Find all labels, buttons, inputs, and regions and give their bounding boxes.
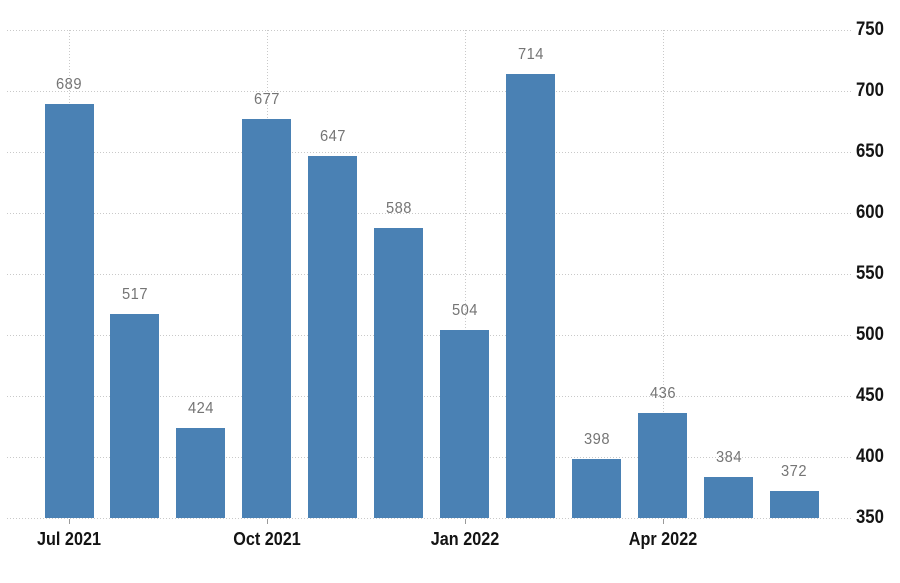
y-axis-tick-label: 650 [856,141,884,162]
h-gridline [7,456,851,458]
x-axis-tick-label: Jan 2022 [430,529,500,549]
x-axis-tick-label: Apr 2022 [628,529,698,549]
y-axis-tick-label: 500 [856,324,884,345]
y-axis-tick-label: 350 [856,507,884,528]
x-axis-tick-label: Jul 2021 [37,529,101,549]
bar[interactable] [572,459,621,518]
bar-value-label: 436 [650,385,676,402]
bar-value-label: 689 [56,76,82,93]
bar[interactable] [770,491,819,518]
bar[interactable] [506,73,555,518]
bar[interactable] [45,104,94,518]
bar-value-label: 372 [781,463,807,480]
bar-value-label: 504 [452,302,478,319]
v-gridline [465,30,466,518]
y-axis-tick-label: 750 [856,19,884,40]
bar-value-label: 647 [320,128,346,145]
bar[interactable] [374,227,423,518]
h-gridline [7,517,851,519]
h-gridline [7,395,851,397]
bar-value-label: 398 [584,431,610,448]
h-gridline [7,29,851,31]
x-axis-tick [663,519,664,524]
bar-value-label: 517 [122,286,148,303]
v-gridline [663,30,664,518]
x-axis-tick-label: Oct 2021 [233,529,301,549]
y-axis-tick-label: 400 [856,446,884,467]
bar[interactable] [440,330,489,518]
bar[interactable] [308,155,357,518]
bar[interactable] [242,119,291,518]
x-axis-tick [69,519,70,524]
x-axis-tick [267,519,268,524]
bar-value-label: 384 [716,449,742,466]
bar[interactable] [176,427,225,518]
bar-value-label: 677 [254,91,280,108]
h-gridline [7,334,851,336]
bar-value-label: 424 [188,400,214,417]
bar-value-label: 588 [386,200,412,217]
h-gridline [7,273,851,275]
bar[interactable] [638,413,687,518]
y-axis-tick-label: 700 [856,80,884,101]
y-axis-tick-label: 600 [856,202,884,223]
h-gridline [7,212,851,214]
y-axis-tick-label: 550 [856,263,884,284]
bar[interactable] [110,314,159,518]
bar[interactable] [704,476,753,518]
x-axis-tick [465,519,466,524]
h-gridline [7,151,851,153]
y-axis-tick-label: 450 [856,385,884,406]
h-gridline [7,90,851,92]
bar-value-label: 714 [518,46,544,63]
